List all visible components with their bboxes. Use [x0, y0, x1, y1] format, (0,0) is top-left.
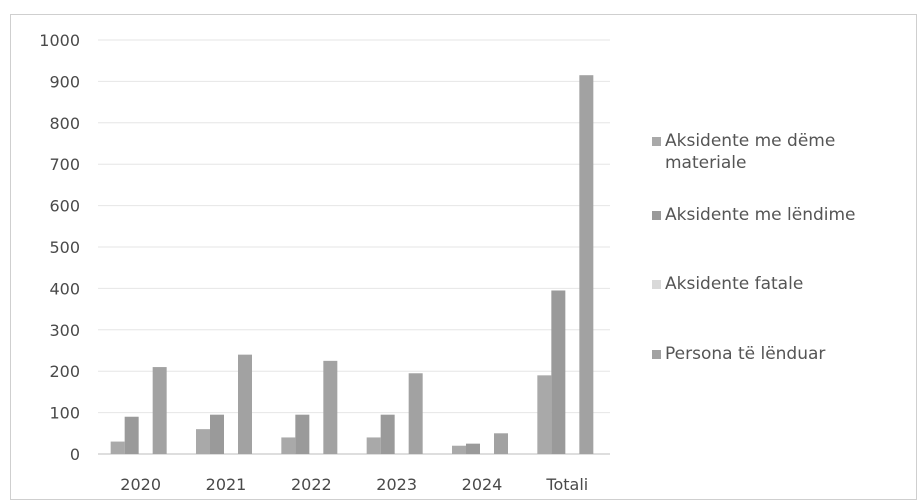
y-tick-label: 500	[49, 238, 80, 257]
legend-swatch-fatal	[652, 280, 661, 289]
y-tick-label: 700	[49, 155, 80, 174]
legend-item-injured-persons: Persona të lënduar	[652, 343, 825, 365]
bar	[380, 414, 395, 454]
bar	[124, 416, 139, 454]
legend-item-injuries: Aksidente me lëndime	[652, 204, 856, 226]
legend-swatch-injured-persons	[652, 350, 661, 359]
bar	[579, 75, 594, 454]
y-tick-label: 600	[49, 197, 80, 216]
legend-item-fatal: Aksidente fatale	[652, 273, 803, 295]
bar	[281, 437, 296, 454]
bar	[196, 429, 210, 454]
legend-label-injured-persons: Persona të lënduar	[665, 344, 826, 364]
bar	[408, 373, 423, 454]
x-tick-label: Totali	[545, 475, 588, 494]
y-tick-label: 900	[49, 72, 80, 91]
bar	[295, 414, 310, 454]
bar	[466, 443, 480, 454]
bar	[452, 445, 466, 454]
x-tick-label: 2023	[376, 475, 417, 494]
y-tick-label: 300	[49, 321, 80, 340]
bar	[152, 367, 167, 454]
x-tick-label: 2021	[206, 475, 247, 494]
legend-label-injuries: Aksidente me lëndime	[665, 205, 856, 225]
y-tick-label: 400	[49, 279, 80, 298]
bar	[494, 433, 508, 454]
x-tick-label: 2022	[291, 475, 332, 494]
y-tick-label: 100	[49, 404, 80, 423]
legend-swatch-injuries	[652, 211, 661, 220]
bar	[366, 437, 381, 454]
x-tick-label: 2020	[120, 475, 161, 494]
x-tick-label: 2024	[462, 475, 503, 494]
y-tick-label: 0	[70, 445, 80, 464]
y-tick-label: 800	[49, 114, 80, 133]
bar	[537, 375, 552, 454]
legend-swatch-material-damage	[652, 137, 661, 146]
legend-item-material-damage: Aksidente me dëme materiale	[652, 130, 835, 174]
bar	[110, 441, 125, 454]
y-tick-label: 1000	[39, 31, 80, 50]
bar	[323, 360, 338, 454]
legend-label-fatal: Aksidente fatale	[665, 274, 804, 294]
bar	[551, 290, 566, 454]
bar	[210, 414, 224, 454]
y-tick-label: 200	[49, 362, 80, 381]
bar	[238, 354, 252, 454]
legend-label-material-damage: Aksidente me dëme materiale	[665, 131, 836, 173]
